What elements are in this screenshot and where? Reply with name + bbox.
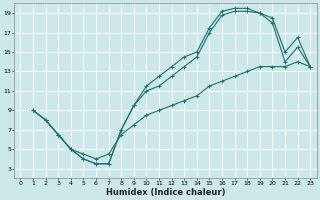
X-axis label: Humidex (Indice chaleur): Humidex (Indice chaleur) <box>106 188 225 197</box>
